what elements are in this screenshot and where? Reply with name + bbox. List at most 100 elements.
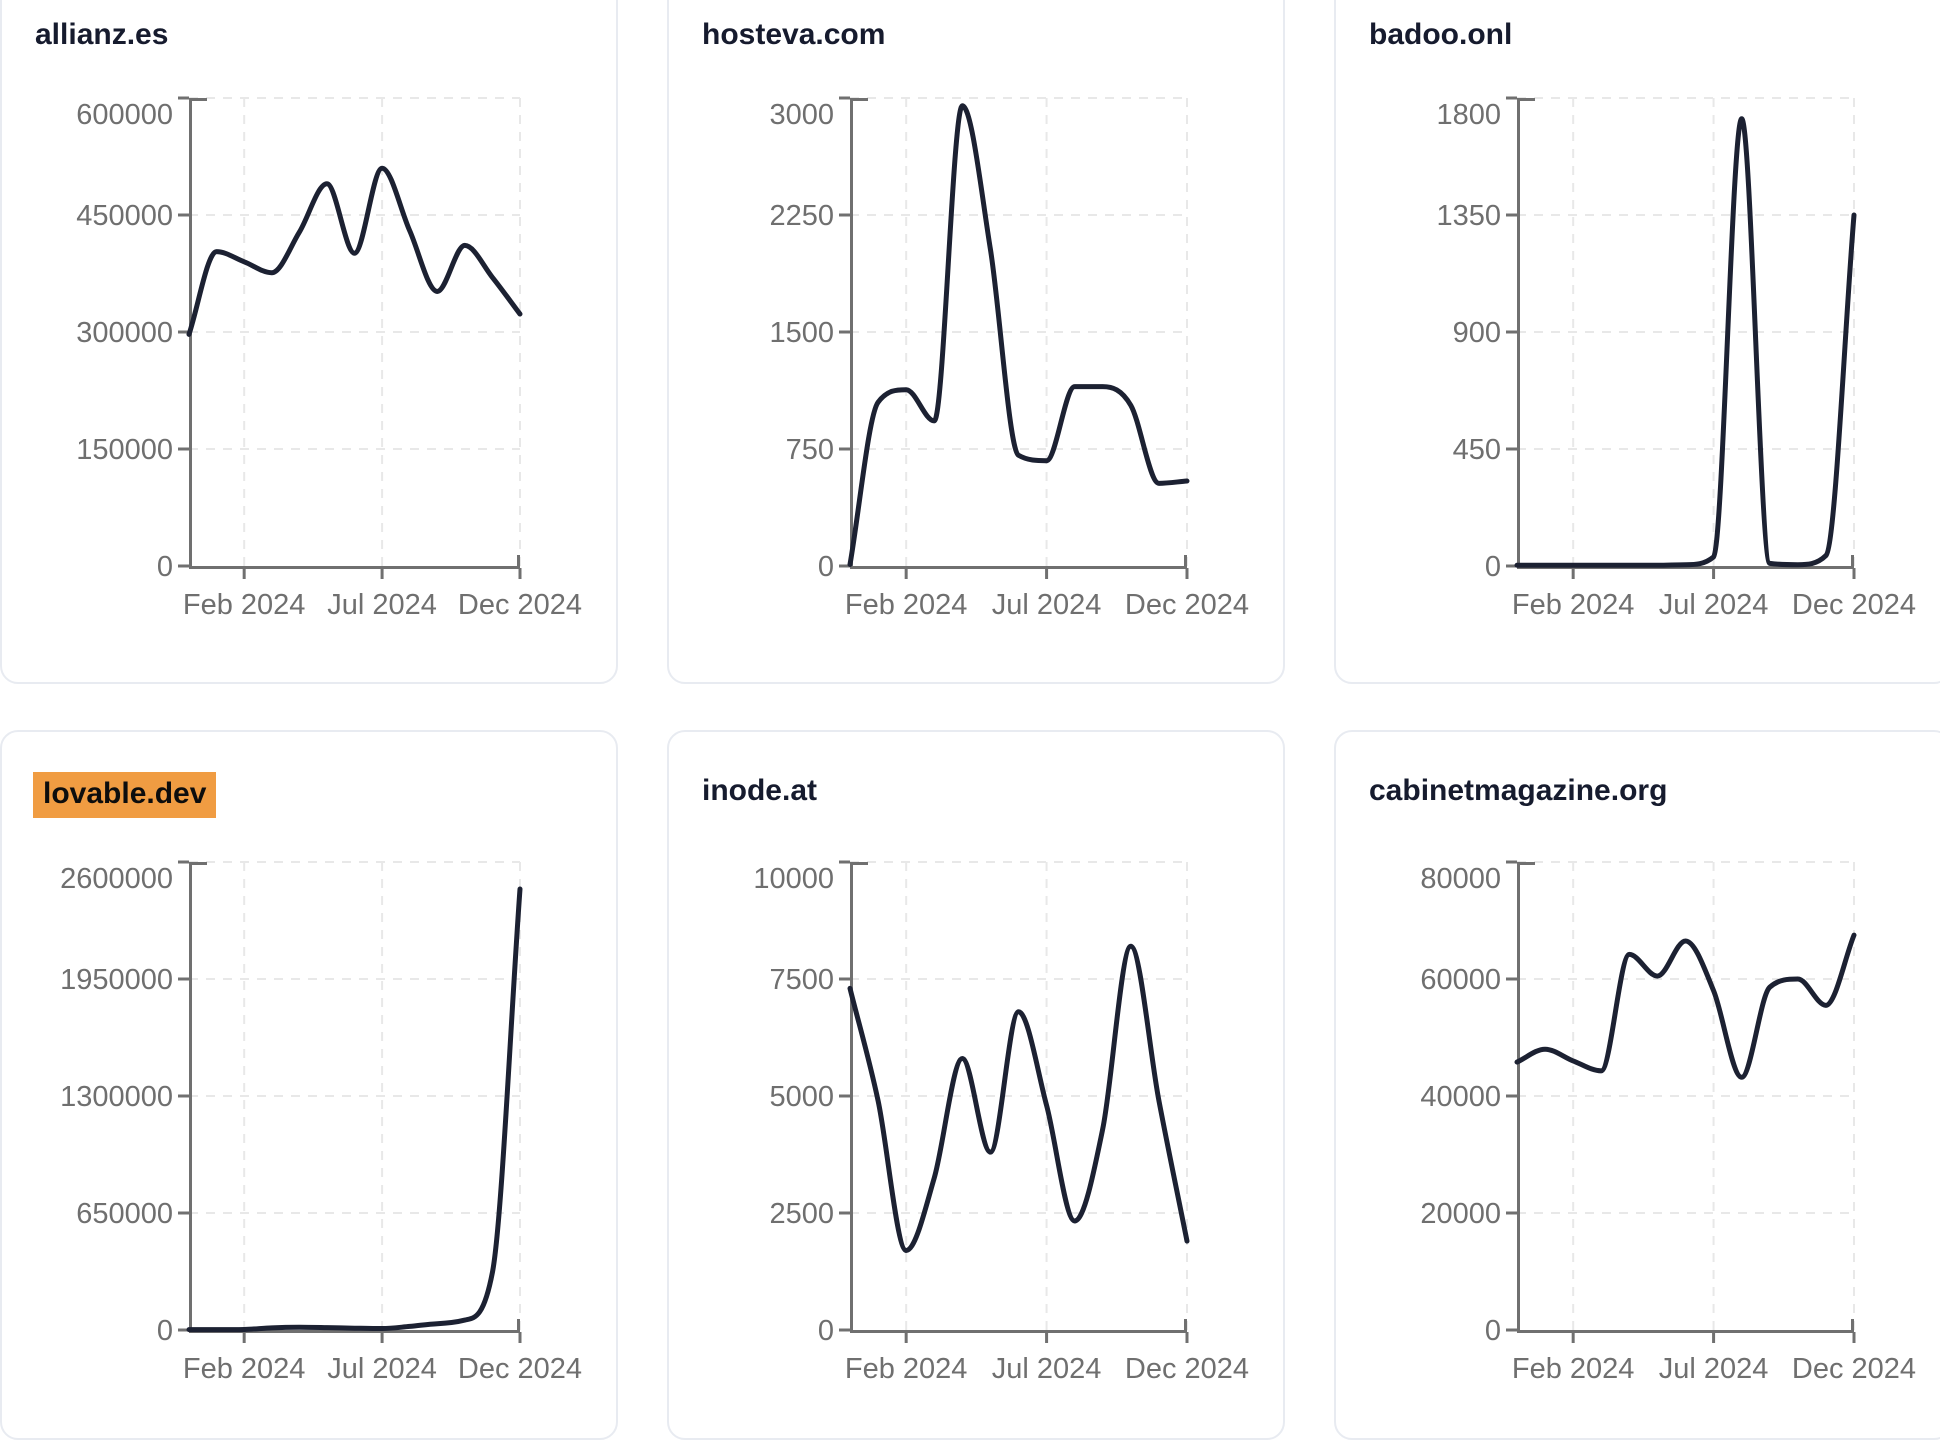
svg-text:1800: 1800 — [1436, 99, 1501, 131]
svg-text:600000: 600000 — [76, 99, 173, 131]
y-axis-labels: 0 20000 40000 60000 80000 — [1420, 863, 1501, 1347]
chart-card-cabinetmagazine: cabinetmagazine.org 0 20000 40000 60000 8000… — [1334, 730, 1940, 1440]
svg-text:2500: 2500 — [769, 1198, 834, 1230]
gridlines — [1517, 97, 1855, 566]
svg-text:Feb 2024: Feb 2024 — [845, 589, 968, 621]
svg-text:Feb 2024: Feb 2024 — [183, 1353, 306, 1385]
svg-text:900: 900 — [1453, 317, 1501, 349]
svg-text:0: 0 — [1485, 551, 1501, 583]
gridlines — [850, 97, 1188, 566]
traffic-line-chart: 0 750 1500 2250 3000 Feb 2024 Jul 2024 Dec 2024 — [769, 96, 1249, 621]
x-axis-labels: Feb 2024 Jul 2024 Dec 2024 — [845, 1353, 1249, 1385]
x-axis-labels: Feb 2024 Jul 2024 Dec 2024 — [183, 589, 582, 621]
x-axis-labels: Feb 2024 Jul 2024 Dec 2024 — [845, 589, 1249, 621]
svg-text:0: 0 — [818, 551, 834, 583]
gridlines — [189, 97, 521, 566]
gridlines — [1517, 861, 1855, 1330]
svg-text:2250: 2250 — [769, 200, 834, 232]
series-line — [847, 103, 1190, 567]
svg-text:150000: 150000 — [76, 434, 173, 466]
y-axis-labels: 0 150000 300000 450000 600000 — [76, 99, 173, 583]
svg-text:20000: 20000 — [1420, 1198, 1501, 1230]
traffic-line-chart: 0 20000 40000 60000 80000 Feb 2024 Jul 2024 Dec… — [1420, 860, 1916, 1385]
svg-text:5000: 5000 — [769, 1081, 834, 1113]
svg-text:Jul 2024: Jul 2024 — [992, 1353, 1102, 1385]
y-axis-labels: 0 750 1500 2250 3000 — [769, 99, 834, 583]
svg-text:Jul 2024: Jul 2024 — [327, 1353, 437, 1385]
card-title: hosteva.com — [702, 16, 885, 54]
svg-text:Dec 2024: Dec 2024 — [458, 589, 582, 621]
traffic-line-chart: 0 2500 5000 7500 10000 Feb 2024 Jul 2024 Dec 20… — [753, 860, 1249, 1385]
y-axis-labels: 0 2500 5000 7500 10000 — [753, 863, 834, 1347]
card-title: badoo.onl — [1369, 16, 1512, 54]
svg-text:0: 0 — [1485, 1315, 1501, 1347]
chart-card-hosteva: hosteva.com 0 750 1500 2250 3000 Feb 2024 Jul … — [667, 0, 1285, 684]
svg-text:Jul 2024: Jul 2024 — [1659, 1353, 1769, 1385]
svg-text:Feb 2024: Feb 2024 — [1512, 1353, 1635, 1385]
domain-title: allianz.es — [35, 18, 169, 51]
svg-text:60000: 60000 — [1420, 964, 1501, 996]
svg-text:450: 450 — [1453, 434, 1501, 466]
axes — [1506, 96, 1856, 579]
svg-text:Dec 2024: Dec 2024 — [1792, 589, 1916, 621]
card-title: lovable.dev — [33, 772, 217, 818]
svg-text:80000: 80000 — [1420, 863, 1501, 895]
domain-title: hosteva.com — [702, 18, 886, 51]
svg-text:Jul 2024: Jul 2024 — [1659, 589, 1769, 621]
gridlines — [850, 861, 1188, 1330]
svg-text:0: 0 — [818, 1315, 834, 1347]
domain-title: badoo.onl — [1369, 18, 1513, 51]
svg-text:0: 0 — [157, 1315, 173, 1347]
svg-text:2600000: 2600000 — [60, 863, 173, 895]
series-line — [186, 886, 523, 1333]
svg-text:450000: 450000 — [76, 200, 173, 232]
card-title: inode.at — [702, 772, 817, 810]
axes — [839, 96, 1189, 579]
axes — [178, 860, 522, 1343]
x-axis-labels: Feb 2024 Jul 2024 Dec 2024 — [1512, 1353, 1916, 1385]
svg-text:3000: 3000 — [769, 99, 834, 131]
axes — [1506, 860, 1856, 1343]
series-line — [186, 165, 523, 337]
domain-title-highlighted: lovable.dev — [33, 772, 217, 818]
svg-text:Feb 2024: Feb 2024 — [1512, 589, 1635, 621]
series-line — [1514, 932, 1857, 1080]
chart-card-inode: inode.at 0 2500 5000 7500 10000 Feb 2024 Jul 2… — [667, 730, 1285, 1440]
chart-card-badoo: badoo.onl 0 450 900 1350 1800 Feb 2024 Jul 202… — [1334, 0, 1940, 684]
svg-text:Dec 2024: Dec 2024 — [1125, 589, 1249, 621]
svg-text:Jul 2024: Jul 2024 — [992, 589, 1102, 621]
series-line — [847, 943, 1190, 1253]
domain-title: inode.at — [702, 774, 818, 807]
svg-text:1350: 1350 — [1436, 200, 1501, 232]
svg-text:7500: 7500 — [769, 964, 834, 996]
svg-text:300000: 300000 — [76, 317, 173, 349]
svg-text:650000: 650000 — [76, 1198, 173, 1230]
y-axis-labels: 0 650000 1300000 1950000 2600000 — [60, 863, 173, 1347]
traffic-line-chart: 0 650000 1300000 1950000 2600000 Feb 2024 Jul … — [60, 860, 582, 1385]
svg-text:Dec 2024: Dec 2024 — [458, 1353, 582, 1385]
chart-card-allianz: allianz.es 0 150000 300000 450000 600000 Feb … — [0, 0, 618, 684]
traffic-line-chart: 0 150000 300000 450000 600000 Feb 2024 Jul 202… — [76, 96, 582, 621]
svg-text:1950000: 1950000 — [60, 964, 173, 996]
card-title: cabinetmagazine.org — [1369, 772, 1667, 810]
domain-title: cabinetmagazine.org — [1369, 774, 1668, 807]
card-title: allianz.es — [35, 16, 168, 54]
gridlines — [189, 861, 521, 1330]
svg-text:Dec 2024: Dec 2024 — [1792, 1353, 1916, 1385]
traffic-line-chart: 0 450 900 1350 1800 Feb 2024 Jul 2024 Dec 2024 — [1436, 96, 1916, 621]
svg-text:Dec 2024: Dec 2024 — [1125, 1353, 1249, 1385]
svg-text:40000: 40000 — [1420, 1081, 1501, 1113]
x-axis-labels: Feb 2024 Jul 2024 Dec 2024 — [1512, 589, 1916, 621]
axes — [839, 860, 1189, 1343]
svg-text:Feb 2024: Feb 2024 — [183, 589, 306, 621]
svg-text:10000: 10000 — [753, 863, 834, 895]
svg-text:750: 750 — [786, 434, 834, 466]
svg-text:1500: 1500 — [769, 317, 834, 349]
axes — [178, 96, 522, 579]
svg-text:Feb 2024: Feb 2024 — [845, 1353, 968, 1385]
svg-text:1300000: 1300000 — [60, 1081, 173, 1113]
chart-card-lovable: lovable.dev 0 650000 1300000 1950000 2600000… — [0, 730, 618, 1440]
svg-text:Jul 2024: Jul 2024 — [327, 589, 437, 621]
